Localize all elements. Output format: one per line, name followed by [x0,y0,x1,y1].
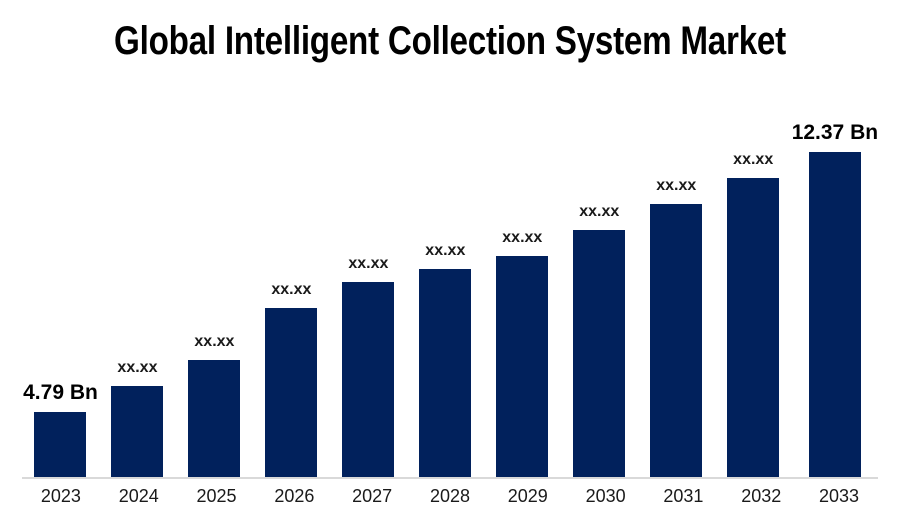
bar-value-label: xx.xx [271,281,312,299]
bar [34,412,87,477]
bar [188,360,241,477]
bar-value-label: xx.xx [579,203,620,221]
bar [808,152,861,477]
bar-value-label: 12.37 Bn [791,120,879,144]
bar-column: xx.xx [715,0,792,477]
bar-column: xx.xx [253,0,330,477]
x-axis-label: 2024 [118,486,159,506]
bar [496,256,549,477]
x-axis-label: 2033 [819,486,860,506]
bar-value-label: xx.xx [194,333,235,351]
bar [419,269,472,477]
bar-column: 12.37 Bn [792,0,878,477]
bar-value-label: xx.xx [502,229,543,247]
bar-column: xx.xx [99,0,176,477]
bar [342,282,395,477]
bar-column: xx.xx [638,0,715,477]
bar-value-label: xx.xx [425,242,466,260]
bar-value-label: xx.xx [117,359,158,377]
bar-column: 4.79 Bn [22,0,99,477]
x-axis-label: 2029 [507,486,548,506]
x-axis-label: 2030 [585,486,626,506]
bar-value-label: xx.xx [656,177,697,195]
x-axis-label: 2031 [663,486,704,506]
plot-area: 4.79 Bn xx.xx xx.xx xx.xx xx.xx xx.xx xx.xx xx.… [22,0,878,477]
bar-column: xx.xx [330,0,407,477]
bar [650,204,703,477]
bar-column: xx.xx [561,0,638,477]
bar-value-label: xx.xx [348,255,389,273]
chart-title: Global Intelligent Collection System Mar… [114,19,786,63]
x-axis-label: 2028 [429,486,470,506]
bar-column: xx.xx [176,0,253,477]
bar-column: xx.xx [407,0,484,477]
bar-column: xx.xx [484,0,561,477]
x-axis-label: 2032 [741,486,782,506]
x-axis-line [22,477,878,479]
bar-value-label: 4.79 Bn [23,380,98,404]
bar [265,308,318,477]
x-axis-label: 2025 [196,486,237,506]
x-axis-labels: 2023 2024 2025 2026 2027 2028 2029 2030 2031 2032… [22,486,878,507]
x-axis-label: 2027 [352,486,393,506]
bar [727,178,780,477]
x-axis-label: 2026 [274,486,315,506]
bar [111,386,164,477]
x-axis-label: 2023 [40,486,81,506]
bar-value-label: xx.xx [733,151,774,169]
bar [573,230,626,477]
